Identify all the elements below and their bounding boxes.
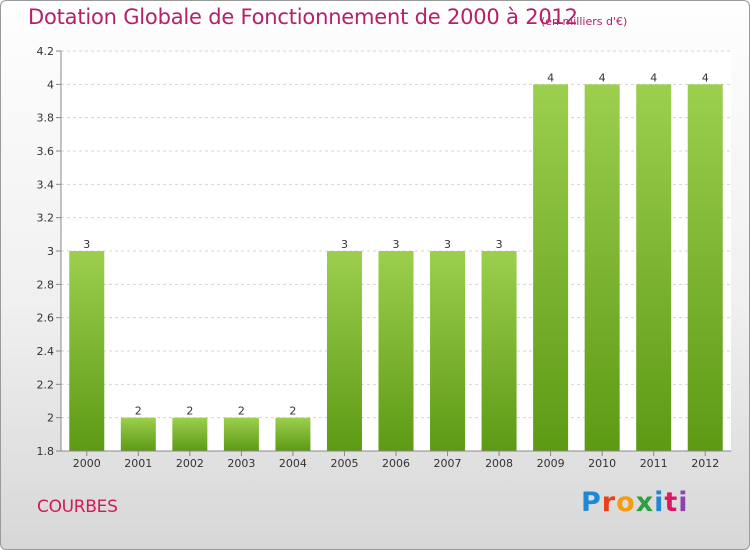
x-tick-label-2005: 2005 <box>330 457 358 470</box>
bar-2003 <box>223 417 259 451</box>
data-label-2004: 2 <box>289 405 296 418</box>
data-label-2011: 4 <box>650 71 657 84</box>
logo-letter: x <box>635 487 655 518</box>
bar-2008 <box>481 251 517 451</box>
x-tick-label-2003: 2003 <box>227 457 255 470</box>
logo-letter: i <box>678 487 689 518</box>
bar-2009 <box>533 84 569 451</box>
data-label-2007: 3 <box>444 238 451 251</box>
chart-title: Dotation Globale de Fonctionnement de 20… <box>28 5 578 29</box>
data-label-2001: 2 <box>135 405 142 418</box>
y-tick-label: 2.4 <box>37 345 55 358</box>
logo-letter: P <box>581 487 602 518</box>
x-tick-label-2004: 2004 <box>279 457 307 470</box>
y-tick-label: 2 <box>47 412 54 425</box>
bar-2010 <box>584 84 620 451</box>
data-label-2005: 3 <box>341 238 348 251</box>
x-tick-label-2006: 2006 <box>382 457 410 470</box>
x-tick-label-2001: 2001 <box>124 457 152 470</box>
bar-2002 <box>172 417 208 451</box>
bar-2001 <box>120 417 156 451</box>
y-tick-label: 2.8 <box>37 278 55 291</box>
y-tick-label: 3 <box>47 245 54 258</box>
bar-2005 <box>326 251 362 451</box>
x-tick-label-2012: 2012 <box>691 457 719 470</box>
data-label-2012: 4 <box>702 71 709 84</box>
bar-2011 <box>636 84 672 451</box>
chart-unit-label: (en milliers d'€) <box>541 15 628 28</box>
x-tick-label-2008: 2008 <box>485 457 513 470</box>
x-tick-label-2009: 2009 <box>537 457 565 470</box>
data-label-2008: 3 <box>496 238 503 251</box>
data-label-2002: 2 <box>186 405 193 418</box>
x-tick-label-2011: 2011 <box>640 457 668 470</box>
data-label-2009: 4 <box>547 71 554 84</box>
bar-2007 <box>430 251 466 451</box>
logo-letter: t <box>664 487 679 518</box>
bar-2006 <box>378 251 414 451</box>
bars: 3 2 2 2 2 3 3 3 3 4 4 4 4 <box>69 71 723 451</box>
proxiti-logo[interactable]: Proxiti <box>581 487 689 518</box>
x-tick-label-2000: 2000 <box>73 457 101 470</box>
y-tick-label: 3.2 <box>37 212 55 225</box>
data-label-2003: 2 <box>238 405 245 418</box>
logo-letter: r <box>601 487 617 518</box>
bar-2004 <box>275 417 311 451</box>
y-tick-label: 4.2 <box>37 45 55 58</box>
data-label-2006: 3 <box>393 238 400 251</box>
x-tick-label-2010: 2010 <box>588 457 616 470</box>
logo-letter: o <box>616 487 636 518</box>
y-tick-label: 3.8 <box>37 112 55 125</box>
y-tick-label: 2.6 <box>37 312 55 325</box>
y-tick-label: 4 <box>47 78 54 91</box>
y-tick-label: 3.6 <box>37 145 55 158</box>
commune-name: COURBES <box>37 497 118 517</box>
x-tick-label-2007: 2007 <box>434 457 462 470</box>
data-label-2010: 4 <box>599 71 606 84</box>
logo-letter: i <box>654 487 665 518</box>
data-label-2000: 3 <box>83 238 90 251</box>
y-tick-label: 2.2 <box>37 378 55 391</box>
y-tick-label: 1.8 <box>37 445 55 458</box>
x-tick-label-2002: 2002 <box>176 457 204 470</box>
bar-2000 <box>69 251 105 451</box>
y-tick-label: 3.4 <box>37 178 55 191</box>
axes: 1.8 2 2.2 2.4 2.6 2.8 3 3.2 3.4 3.6 3.8 4 4.2 2000 200… <box>37 45 731 470</box>
bar-2012 <box>687 84 723 451</box>
